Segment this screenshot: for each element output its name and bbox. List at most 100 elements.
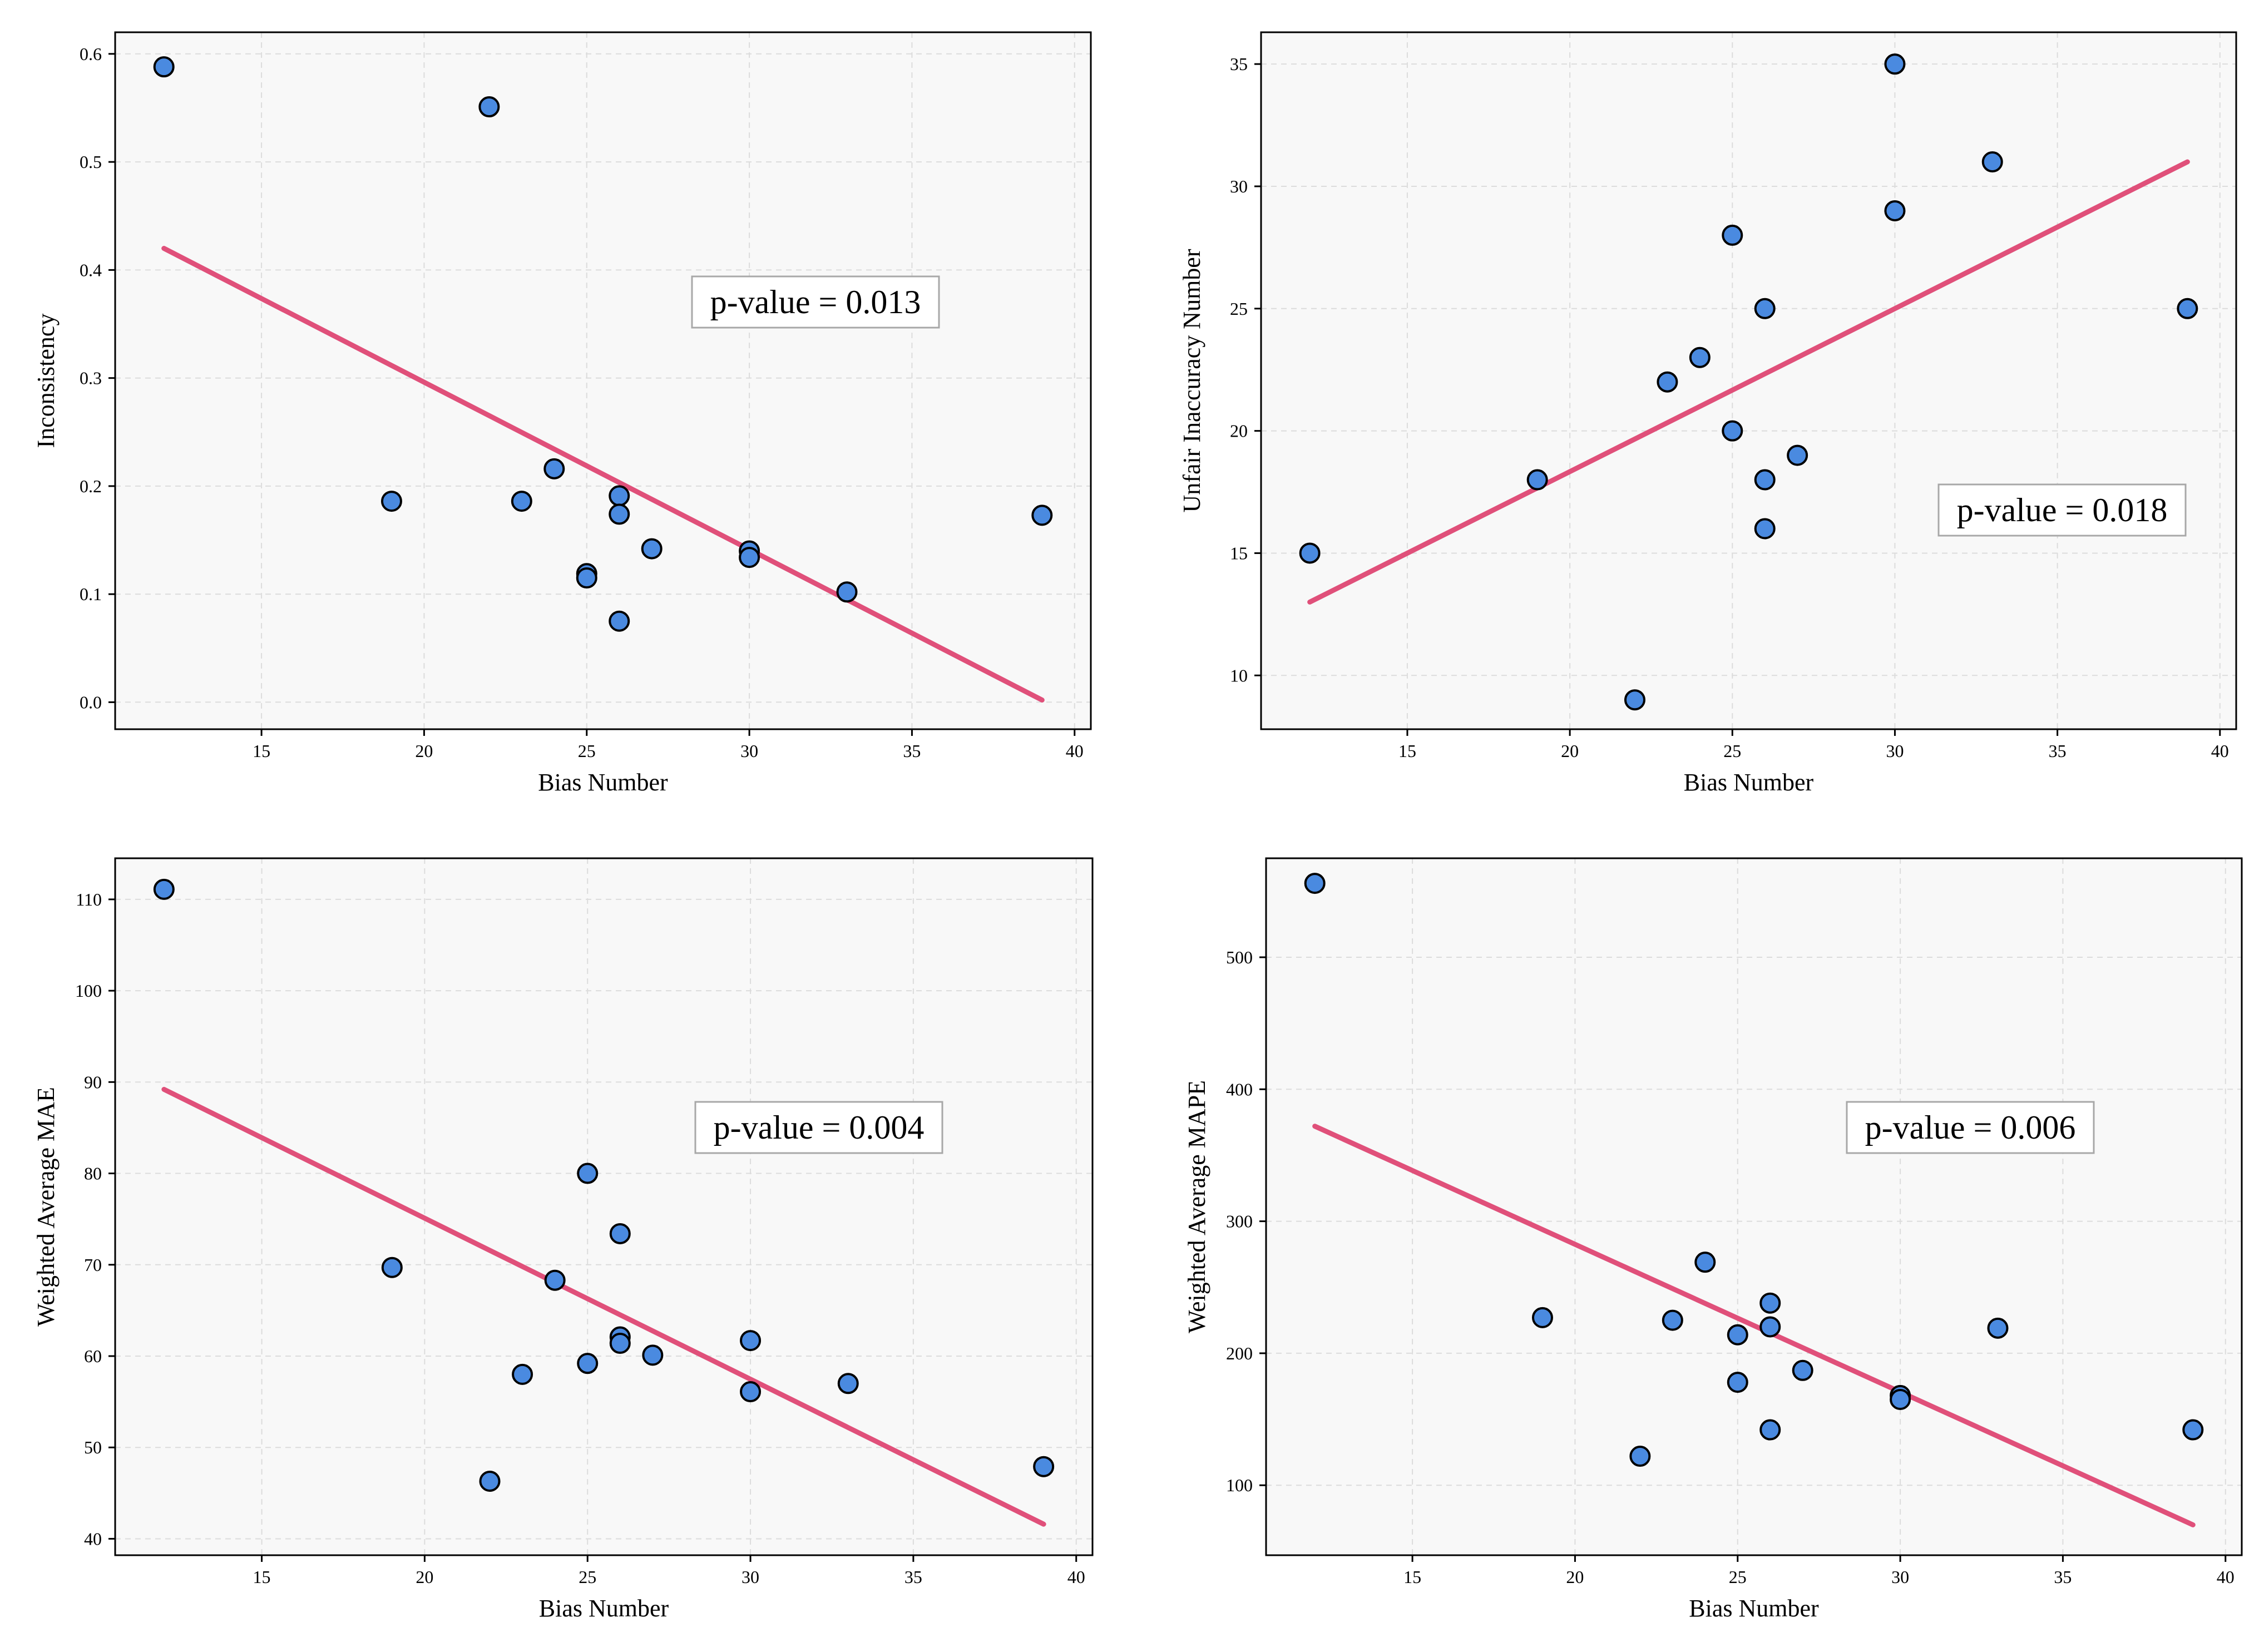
data-point bbox=[1662, 1309, 1683, 1331]
y-axis: 40 50 60 70 80 90 100 110 bbox=[75, 889, 115, 1549]
p-value-box bbox=[1937, 483, 2187, 537]
grid bbox=[1266, 858, 2242, 1555]
data-point bbox=[642, 1344, 664, 1366]
data-point bbox=[2177, 298, 2198, 319]
y-tick-label: 0.3 bbox=[80, 368, 102, 388]
data-point bbox=[1629, 1446, 1651, 1467]
data-points bbox=[1299, 53, 2198, 711]
data-point bbox=[1657, 371, 1678, 393]
x-axis-label: Bias Number bbox=[1684, 769, 1814, 796]
x-tick-label: 40 bbox=[2211, 741, 2229, 761]
y-tick-label: 500 bbox=[1226, 947, 1253, 967]
data-point bbox=[478, 96, 500, 118]
x-axis-label: Bias Number bbox=[1689, 1595, 1819, 1622]
data-point bbox=[1299, 542, 1321, 564]
y-tick-label: 70 bbox=[84, 1255, 102, 1275]
data-point bbox=[1722, 420, 1743, 442]
y-tick-label: 60 bbox=[84, 1346, 102, 1366]
grid bbox=[115, 858, 1093, 1555]
y-tick-label: 200 bbox=[1226, 1343, 1253, 1363]
data-point bbox=[512, 1363, 533, 1385]
p-value-text: p-value = 0.013 bbox=[710, 284, 921, 320]
data-point bbox=[641, 538, 663, 560]
x-axis-label: Bias Number bbox=[539, 1595, 669, 1622]
x-tick-label: 25 bbox=[578, 741, 596, 761]
y-tick-label: 90 bbox=[84, 1072, 102, 1092]
y-axis-label: Unfair Inaccuracy Number bbox=[1178, 249, 1205, 512]
data-point bbox=[1987, 1317, 2009, 1339]
regression-line bbox=[1307, 159, 2190, 605]
x-axis: 15 20 25 30 35 40 bbox=[253, 729, 1084, 761]
x-tick-label: 20 bbox=[415, 741, 433, 761]
data-points bbox=[1304, 873, 2204, 1467]
data-point bbox=[1624, 689, 1645, 711]
p-value-annotation: p-value = 0.004 bbox=[694, 1101, 943, 1154]
y-tick-label: 0.2 bbox=[80, 476, 102, 496]
data-point bbox=[1531, 1307, 1553, 1328]
data-point bbox=[1787, 444, 1808, 466]
y-tick-label: 0.5 bbox=[80, 152, 102, 172]
x-tick-label: 35 bbox=[904, 1567, 922, 1587]
x-tick-label: 40 bbox=[1067, 1567, 1085, 1587]
data-point bbox=[1884, 53, 1906, 75]
y-tick-label: 110 bbox=[76, 889, 102, 909]
data-point bbox=[1031, 504, 1053, 526]
x-tick-label: 30 bbox=[740, 741, 758, 761]
x-tick-label: 20 bbox=[1561, 741, 1579, 761]
data-point bbox=[837, 1373, 859, 1394]
panel-weighted-mae: 15 20 25 30 35 40 40 50 60 70 80 90 100 110 Bias Numbe… bbox=[32, 857, 1094, 1622]
grid bbox=[1261, 32, 2236, 729]
x-axis: 15 20 25 30 35 40 bbox=[1403, 1555, 2235, 1587]
x-axis: 15 20 25 30 35 40 bbox=[253, 1555, 1085, 1587]
x-tick-label: 25 bbox=[1723, 741, 1741, 761]
p-value-box bbox=[694, 1101, 943, 1154]
p-value-text: p-value = 0.018 bbox=[1957, 492, 2168, 528]
y-tick-label: 20 bbox=[1230, 421, 1248, 441]
data-point bbox=[1694, 1252, 1716, 1273]
data-point bbox=[1884, 200, 1906, 221]
x-tick-label: 25 bbox=[1729, 1567, 1747, 1587]
data-point bbox=[836, 581, 858, 603]
y-tick-label: 0.1 bbox=[80, 584, 102, 604]
y-tick-label: 0.0 bbox=[80, 692, 102, 712]
plot-frame bbox=[1265, 857, 2243, 1556]
y-tick-label: 10 bbox=[1230, 665, 1248, 685]
grid bbox=[115, 32, 1091, 729]
data-point bbox=[1727, 1372, 1748, 1393]
plot-area bbox=[1266, 858, 2242, 1555]
y-tick-label: 15 bbox=[1230, 543, 1248, 563]
plot-area bbox=[115, 32, 1091, 729]
data-point bbox=[1754, 298, 1776, 319]
y-tick-label: 25 bbox=[1230, 299, 1248, 319]
plot-frame bbox=[114, 857, 1094, 1556]
x-tick-label: 35 bbox=[2054, 1567, 2072, 1587]
y-tick-label: 100 bbox=[1226, 1475, 1253, 1495]
x-tick-label: 20 bbox=[1566, 1567, 1584, 1587]
data-point bbox=[1759, 1316, 1781, 1338]
data-point bbox=[381, 1257, 403, 1278]
x-tick-label: 20 bbox=[416, 1567, 433, 1587]
data-points bbox=[153, 878, 1055, 1492]
data-point bbox=[577, 1353, 599, 1374]
data-point bbox=[1722, 224, 1743, 246]
y-tick-label: 0.4 bbox=[80, 260, 102, 280]
data-point bbox=[153, 878, 175, 900]
panel-inconsistency: 15 20 25 30 35 40 0.0 0.1 0.2 0.3 0.4 0.5 0.6 Bias Nu… bbox=[32, 31, 1092, 796]
y-tick-label: 80 bbox=[84, 1164, 102, 1184]
y-tick-label: 50 bbox=[84, 1437, 102, 1457]
data-point bbox=[609, 610, 630, 632]
y-axis: 100 200 300 400 500 bbox=[1226, 947, 1266, 1495]
data-point bbox=[1033, 1456, 1055, 1477]
data-point bbox=[609, 503, 630, 525]
data-point bbox=[380, 491, 402, 512]
data-point bbox=[1754, 518, 1776, 540]
data-point bbox=[511, 491, 532, 512]
x-tick-label: 35 bbox=[903, 741, 921, 761]
x-tick-label: 15 bbox=[253, 1567, 271, 1587]
p-value-text: p-value = 0.004 bbox=[714, 1109, 925, 1146]
plot-frame bbox=[1260, 31, 2237, 730]
y-tick-label: 30 bbox=[1230, 176, 1248, 196]
data-point bbox=[739, 547, 760, 568]
x-tick-label: 15 bbox=[253, 741, 270, 761]
